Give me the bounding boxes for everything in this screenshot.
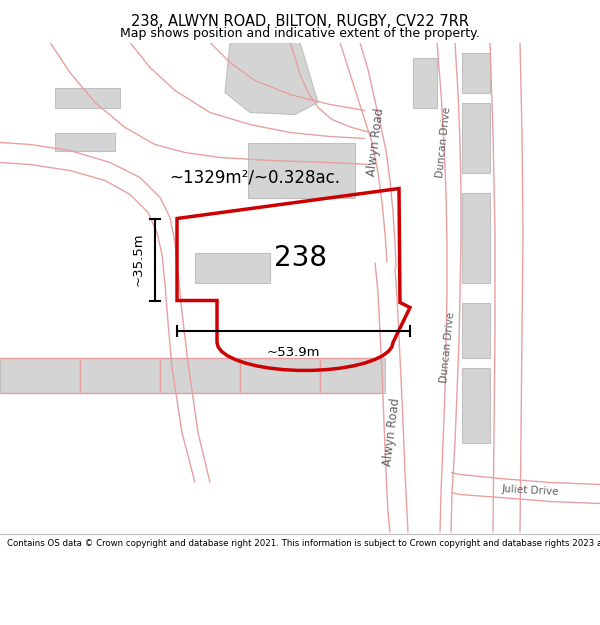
Polygon shape	[0, 357, 80, 392]
Polygon shape	[195, 253, 270, 282]
Text: ~53.9m: ~53.9m	[267, 346, 320, 359]
Text: Juliet Drive: Juliet Drive	[501, 484, 559, 497]
Text: Map shows position and indicative extent of the property.: Map shows position and indicative extent…	[120, 28, 480, 40]
Polygon shape	[462, 368, 490, 442]
Polygon shape	[462, 102, 490, 172]
Text: Contains OS data © Crown copyright and database right 2021. This information is : Contains OS data © Crown copyright and d…	[7, 539, 600, 548]
Polygon shape	[248, 142, 355, 198]
Text: 238, ALWYN ROAD, BILTON, RUGBY, CV22 7RR: 238, ALWYN ROAD, BILTON, RUGBY, CV22 7RR	[131, 14, 469, 29]
Polygon shape	[225, 42, 318, 114]
Text: Alwyn Road: Alwyn Road	[382, 398, 403, 468]
Text: ~1329m²/~0.328ac.: ~1329m²/~0.328ac.	[170, 169, 341, 186]
Polygon shape	[413, 58, 437, 108]
Text: ~35.5m: ~35.5m	[132, 232, 145, 286]
Text: Duncan Drive: Duncan Drive	[439, 312, 457, 383]
Polygon shape	[55, 132, 115, 151]
Text: Duncan Drive: Duncan Drive	[436, 107, 452, 178]
Text: Alwyn Road: Alwyn Road	[365, 107, 386, 177]
Polygon shape	[240, 357, 320, 392]
Polygon shape	[55, 88, 120, 108]
Polygon shape	[462, 192, 490, 282]
Text: 238: 238	[274, 244, 326, 271]
Polygon shape	[80, 357, 160, 392]
Polygon shape	[320, 357, 385, 392]
Polygon shape	[160, 357, 240, 392]
Polygon shape	[462, 52, 490, 92]
Polygon shape	[462, 302, 490, 358]
